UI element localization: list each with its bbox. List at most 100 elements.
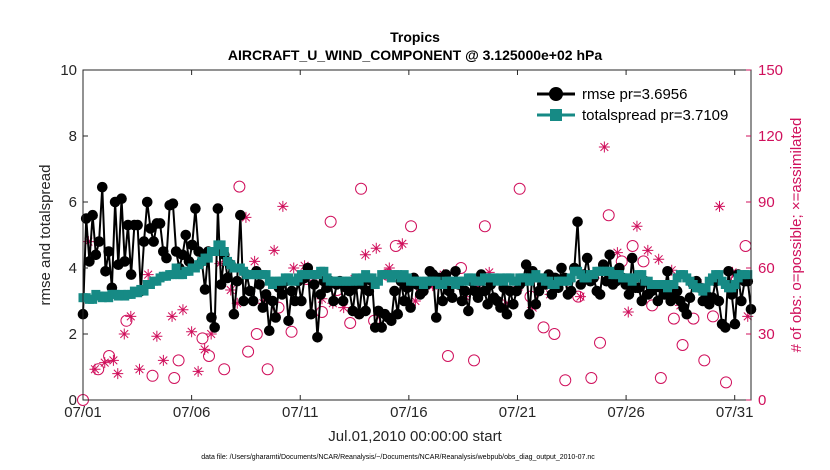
obs-possible-marker	[233, 180, 246, 193]
rmse-point	[720, 322, 731, 333]
rmse-point	[138, 236, 150, 247]
totalspread-point	[261, 270, 271, 280]
obs-assimilated-marker	[151, 330, 163, 342]
obs-assimilated-marker	[622, 306, 634, 318]
rmse-point	[392, 308, 404, 320]
rmse-point	[186, 239, 198, 251]
totalspread-point	[669, 280, 679, 289]
rmse-point	[729, 318, 741, 330]
obs-assimilated-marker	[370, 242, 382, 254]
obs-assimilated-marker	[338, 302, 350, 314]
rmse-point	[141, 196, 153, 208]
rmse-point	[565, 285, 577, 297]
rmse-point	[652, 295, 664, 307]
obs-assimilated-marker	[133, 363, 145, 375]
rmse-point	[459, 285, 471, 297]
rmse-point	[263, 325, 275, 337]
x-tick-label: 07/01	[64, 404, 102, 421]
rmse-point	[215, 279, 227, 290]
obs-assimilated-marker	[642, 244, 654, 256]
x-axis: 07/01 07/06 07/11 07/16 07/21 07/26 07/31	[64, 70, 753, 421]
rmse-point	[662, 266, 673, 277]
rmse-point	[437, 295, 448, 307]
y-tick-label-right: 30	[758, 326, 775, 343]
y-axis-right-label: # of obs: o=possible; ×=assimilated	[788, 118, 805, 353]
y-tick-label-right: 0	[758, 392, 766, 409]
obs-assimilated-marker	[89, 363, 101, 375]
obs-possible-marker	[720, 376, 733, 389]
rmse-point	[270, 312, 281, 323]
rmse-point	[167, 198, 179, 209]
rmse-point	[456, 295, 468, 307]
rmse-point	[244, 285, 256, 297]
totalspread-point	[139, 286, 149, 296]
legend-box	[530, 78, 742, 128]
x-tick-label: 07/06	[173, 404, 211, 421]
obs-assimilated-marker	[714, 200, 726, 212]
x-tick-label: 07/21	[499, 404, 537, 421]
obs-assimilated-marker	[231, 297, 243, 309]
rmse-point	[736, 295, 747, 307]
obs-assimilated-marker	[192, 365, 204, 377]
rmse-point	[386, 315, 397, 327]
y-axis-right: 0 30 60 90 120 150	[746, 62, 783, 409]
obs-assimilated-marker	[107, 354, 119, 366]
rmse-point	[199, 284, 211, 295]
rmse-point	[180, 229, 192, 241]
legend-marker-totalspread	[550, 109, 562, 121]
rmse-point	[684, 292, 696, 304]
rmse-point	[312, 332, 323, 343]
rmse-point	[447, 292, 458, 304]
obs-possible-marker	[441, 350, 454, 362]
totalspread-point	[216, 240, 226, 250]
totalspread-point	[373, 276, 383, 286]
rmse-point	[161, 252, 172, 264]
rmse-point	[93, 236, 105, 247]
totalspread-point	[367, 273, 377, 283]
rmse-point	[723, 266, 734, 277]
rmse-point	[276, 289, 288, 300]
totalspread-point	[714, 270, 724, 280]
totalspread-point	[701, 283, 711, 293]
obs-assimilated-marker	[125, 310, 137, 322]
rmse-point	[508, 299, 519, 310]
rmse-point	[389, 285, 400, 297]
y-tick-label-left: 0	[69, 392, 77, 409]
rmse-point	[681, 308, 693, 320]
y-axis-left-label: rmse and totalspread	[37, 165, 54, 306]
obs-possible-marker	[120, 314, 133, 327]
obs-possible-marker	[389, 240, 402, 252]
rmse-point	[482, 299, 493, 310]
y-tick-label-left: 2	[69, 326, 77, 343]
rmse-point	[430, 312, 442, 323]
rmse-point	[222, 272, 233, 284]
obs-possible-marker	[513, 182, 526, 195]
obs-assimilated-marker	[611, 247, 623, 259]
totalspread-point	[210, 247, 220, 256]
obs-assimilated-marker	[166, 310, 178, 322]
obs-assimilated-marker	[99, 357, 111, 369]
chart-title: Tropics	[390, 29, 440, 45]
obs-assimilated-marker	[598, 141, 610, 153]
obs-assimilated-marker	[177, 304, 189, 316]
rmse-point	[594, 289, 606, 300]
obs-assimilated-marker	[288, 262, 300, 274]
rmse-point	[520, 259, 532, 271]
obs-possible-marker	[324, 215, 337, 228]
y-tick-label-right: 60	[758, 260, 775, 277]
obs-possible-marker	[355, 182, 368, 195]
obs-possible-marker	[478, 220, 491, 233]
obs-assimilated-marker	[249, 255, 261, 267]
rmse-point	[148, 236, 159, 247]
obs-assimilated-marker	[409, 295, 421, 307]
obs-possible-marker	[676, 339, 689, 351]
obs-possible-marker	[626, 240, 639, 252]
obs-possible-marker	[706, 310, 719, 323]
y-axis-left: 0 2 4 6 8 10	[60, 62, 88, 409]
x-axis-label: Jul.01,2010 00:00:00 start	[328, 428, 502, 445]
obs-possible-marker	[559, 374, 572, 387]
rmse-point	[328, 295, 339, 307]
obs-assimilated-marker	[205, 328, 217, 340]
y-tick-label-left: 8	[69, 128, 77, 145]
